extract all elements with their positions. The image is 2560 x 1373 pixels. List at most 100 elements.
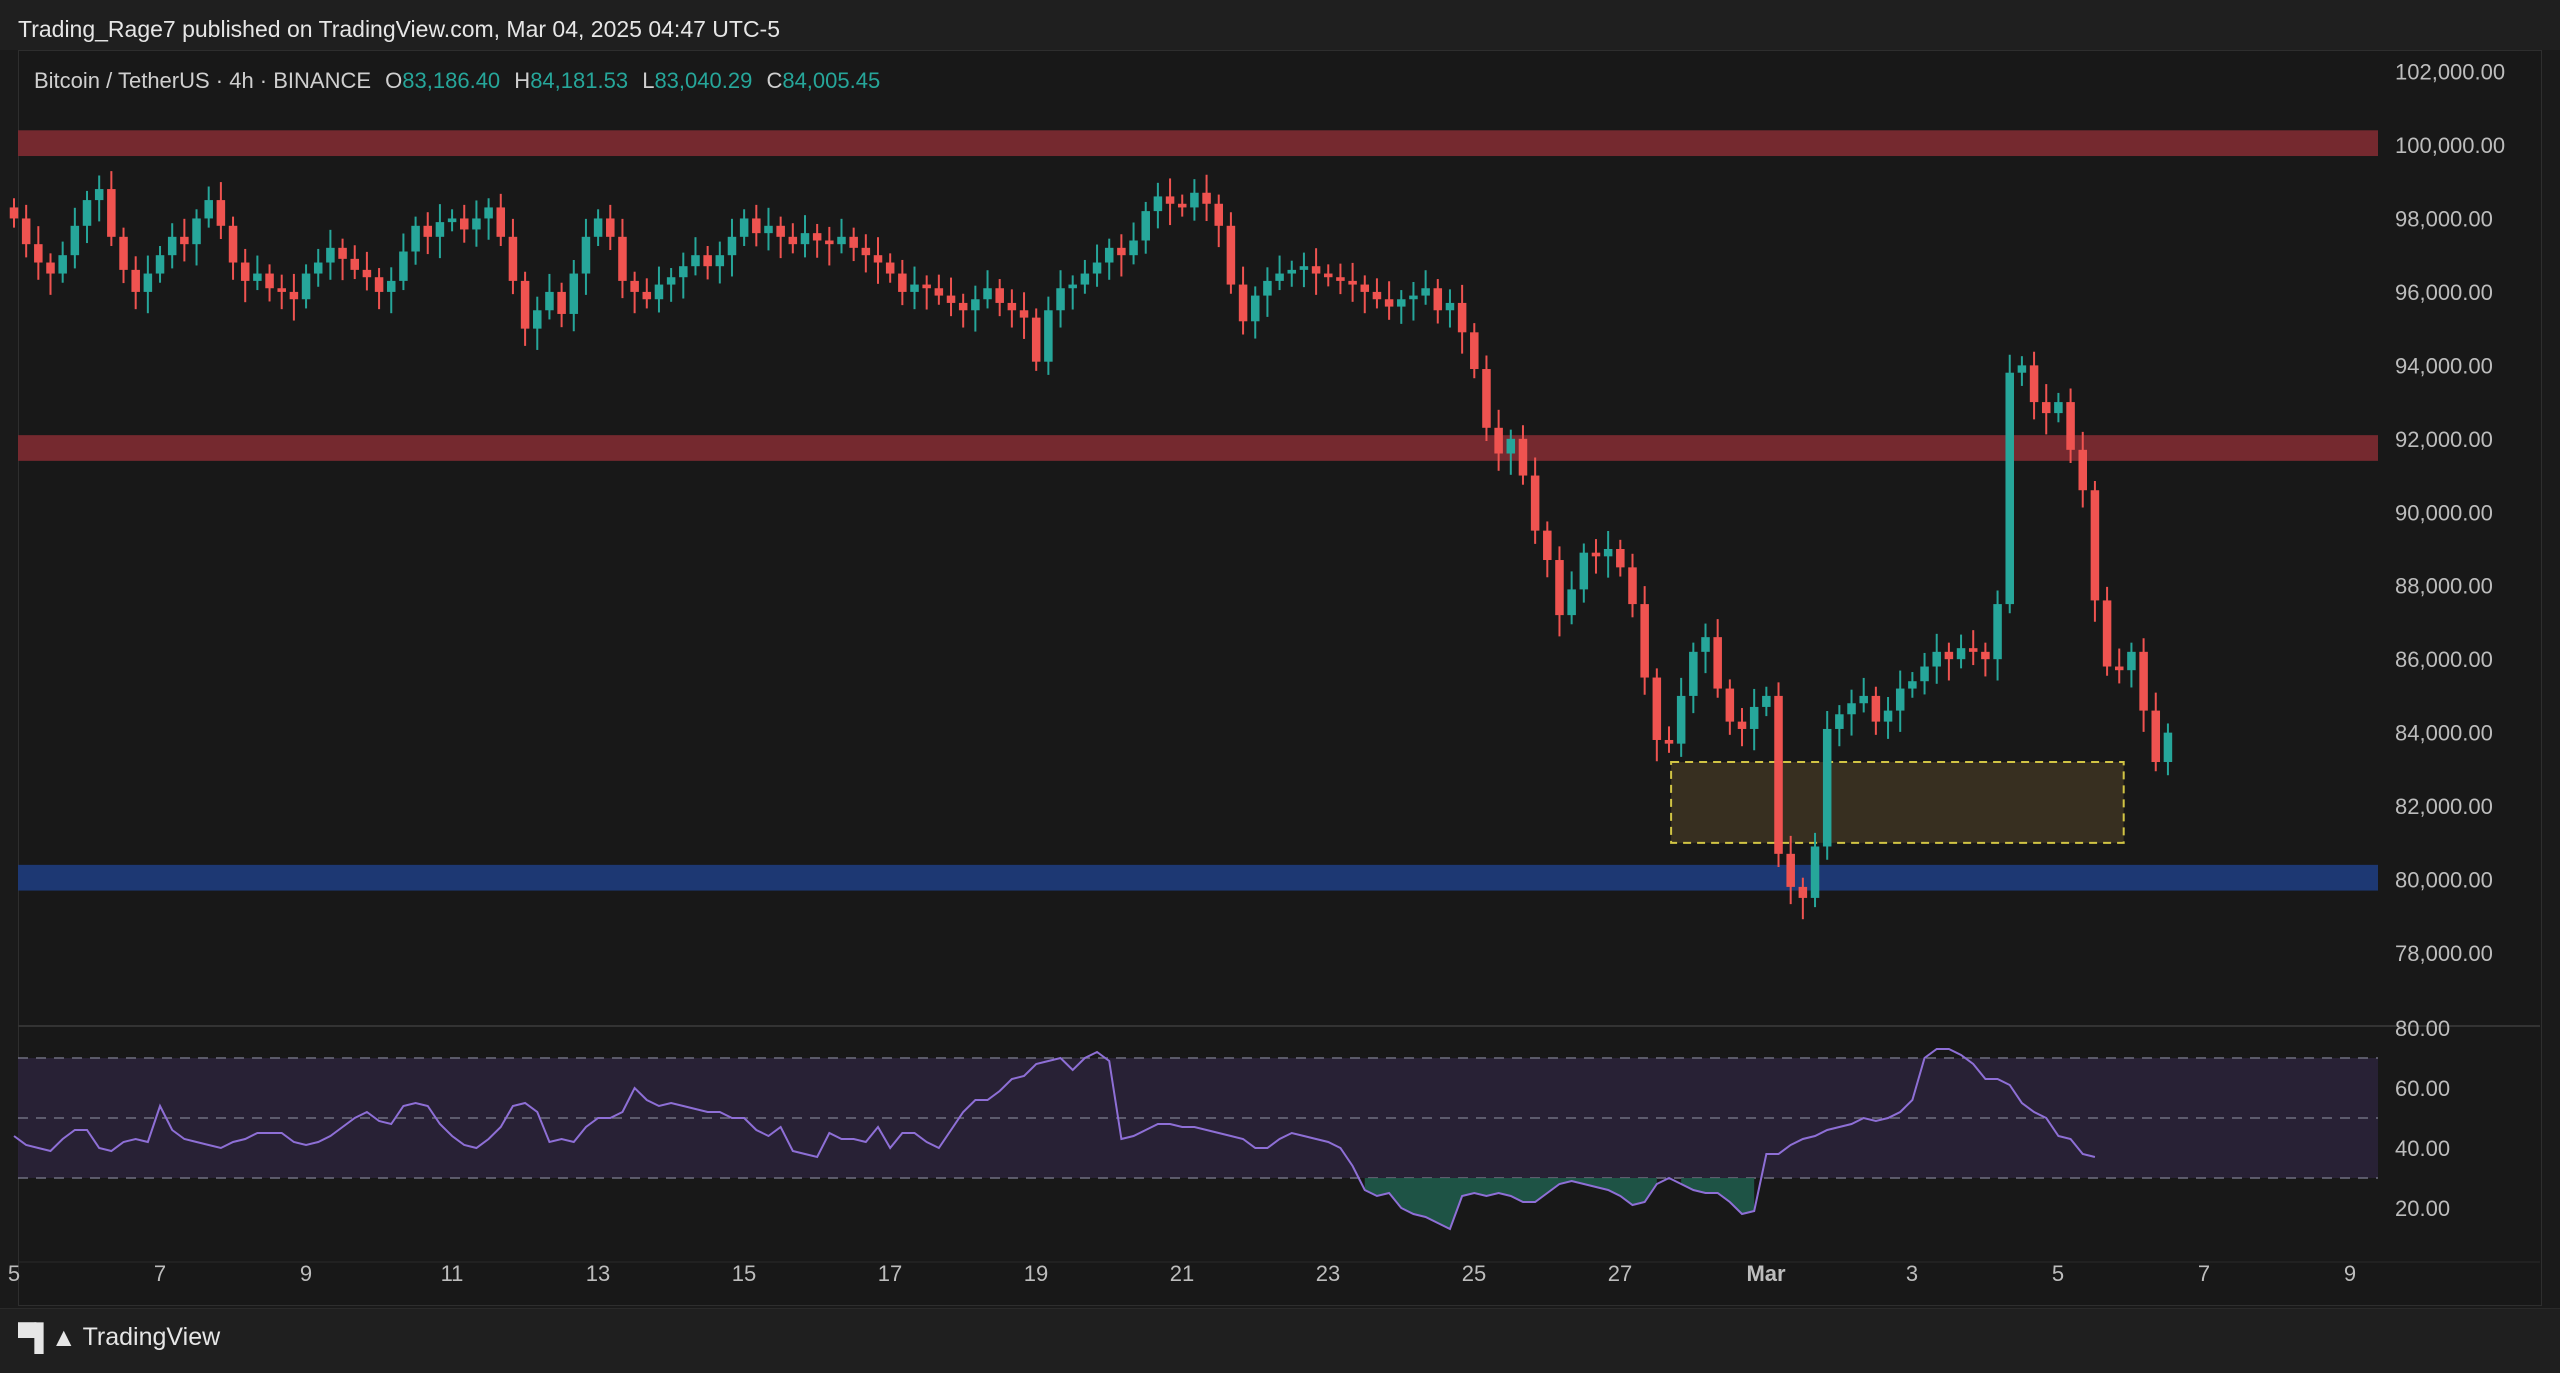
tradingview-logo[interactable]: ▀▌▲ TradingView <box>18 1322 220 1353</box>
candle-body <box>1457 302 1467 333</box>
candle-body <box>1640 604 1649 678</box>
candle-body <box>1652 677 1662 740</box>
candle-body <box>484 207 493 219</box>
candle-body <box>1287 269 1297 274</box>
candle-body <box>1080 273 1090 285</box>
candle-body <box>922 284 931 289</box>
candle <box>70 207 80 269</box>
rsi-line <box>13 1048 2096 1231</box>
candle-body <box>715 255 725 267</box>
candle-body <box>764 225 773 234</box>
candle-body <box>362 269 372 278</box>
candle-body <box>788 236 798 245</box>
candle <box>1859 677 1868 713</box>
candle-body <box>1737 721 1747 729</box>
high-value: 84,181.53 <box>530 68 629 93</box>
candle-body <box>58 255 67 274</box>
time-axis-label: 11 <box>441 1261 464 1286</box>
candle-body <box>1518 438 1528 476</box>
candle-body <box>2127 651 2136 671</box>
candle-body <box>1530 475 1540 531</box>
candle-body <box>2139 651 2148 711</box>
candle <box>1749 688 1759 751</box>
candle <box>520 271 530 346</box>
candle <box>1883 697 1893 739</box>
candle <box>1031 308 1041 371</box>
time-axis-label: 25 <box>1462 1261 1486 1286</box>
candle <box>1482 355 1491 442</box>
candle <box>1214 194 1223 248</box>
tradingview-logo-text: TradingView <box>82 1323 221 1351</box>
candle <box>1920 652 1929 695</box>
candle <box>301 264 311 309</box>
candle-body <box>46 262 55 274</box>
candle-body <box>192 218 201 245</box>
candle <box>1117 234 1126 277</box>
candle-body <box>520 280 530 329</box>
candle <box>1238 266 1248 335</box>
candle <box>2066 388 2075 464</box>
time-axis-label: 9 <box>2344 1261 2356 1286</box>
candle-body <box>180 236 189 245</box>
candle <box>459 204 469 243</box>
price-axis-label: 100,000.00 <box>2395 133 2505 158</box>
candle <box>618 218 627 299</box>
candle <box>1250 286 1260 339</box>
symbol-name[interactable]: Bitcoin / TetherUS · 4h · BINANCE <box>34 68 372 93</box>
candle-body <box>1202 192 1211 204</box>
candle <box>1895 670 1905 732</box>
price-axis-label: 96,000.00 <box>2395 280 2493 305</box>
candle-body <box>1482 369 1491 428</box>
candle <box>752 204 761 247</box>
candle-body <box>1835 714 1844 729</box>
candle-body <box>934 288 944 296</box>
candle <box>1190 179 1199 221</box>
candle-body <box>533 310 542 329</box>
candle <box>386 267 396 314</box>
candle-body <box>812 233 822 241</box>
time-axis-label: 5 <box>2052 1261 2064 1286</box>
candle <box>1822 710 1832 860</box>
candle-body <box>910 284 919 292</box>
candle-body <box>2005 372 2014 605</box>
price-axis-label: 80,000.00 <box>2395 868 2493 893</box>
candle <box>1835 705 1844 747</box>
candle-body <box>1968 648 1978 652</box>
candle <box>1603 531 1613 578</box>
candle <box>1652 668 1662 762</box>
time-axis-label: 17 <box>878 1261 902 1286</box>
candle-body <box>143 273 153 292</box>
candle-body <box>1920 666 1929 682</box>
candle-body <box>861 247 871 256</box>
candle <box>1311 248 1321 295</box>
candle-body <box>654 284 664 300</box>
candle <box>2017 356 2027 386</box>
candle <box>447 209 457 232</box>
candle <box>1007 289 1017 328</box>
candle-body <box>1713 637 1722 689</box>
candle <box>1968 630 1978 666</box>
candle <box>1676 677 1686 757</box>
candle-body <box>1190 192 1199 208</box>
candle <box>1664 726 1674 753</box>
candle-body <box>1044 310 1053 362</box>
candle <box>922 275 931 310</box>
time-axis-label: 9 <box>300 1261 312 1286</box>
candle <box>849 227 858 262</box>
candle-body <box>216 200 226 226</box>
candle <box>326 229 335 280</box>
candle <box>2005 354 2014 614</box>
candle <box>1628 553 1637 618</box>
candle-body <box>1238 284 1248 322</box>
candle <box>1226 212 1236 294</box>
candle <box>1080 259 1090 294</box>
price-axis-label: 82,000.00 <box>2395 794 2493 819</box>
candle <box>1470 323 1479 379</box>
candle-body <box>1445 302 1455 311</box>
candle-body <box>1944 651 1954 660</box>
candle <box>1044 296 1053 375</box>
candle-body <box>1628 567 1637 605</box>
candle <box>192 209 201 266</box>
header-bar <box>0 0 2560 50</box>
